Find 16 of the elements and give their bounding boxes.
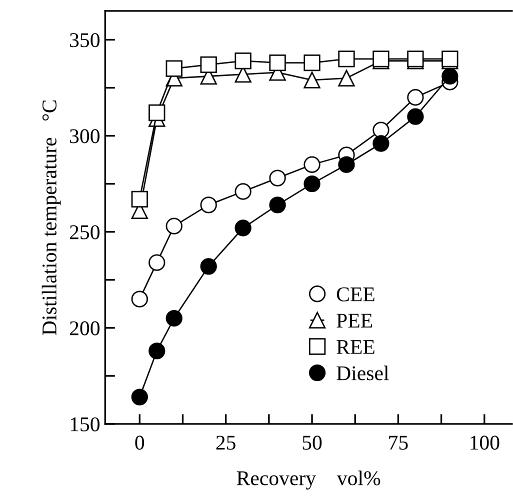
legend-label: PEE [336, 314, 372, 328]
x-tick-label: 100 [470, 436, 500, 450]
y-tick-label: 350 [70, 33, 100, 48]
legend-label: REE [336, 340, 374, 354]
y-tick-label: 200 [70, 321, 100, 336]
x-tick-label: 25 [216, 436, 236, 450]
y-axis-title: Distillation temperature °C [42, 100, 61, 335]
y-tick-label: 300 [70, 129, 100, 144]
x-tick-label: 0 [135, 436, 144, 450]
x-tick-label: 75 [389, 436, 408, 450]
y-tick-label: 150 [70, 417, 100, 432]
legend-label: Diesel [336, 366, 389, 380]
y-tick-label: 250 [70, 225, 100, 240]
legend-label: CEE [336, 287, 374, 302]
x-tick-label: 50 [302, 436, 322, 450]
x-axis-title: Recovery vol% [236, 470, 380, 490]
